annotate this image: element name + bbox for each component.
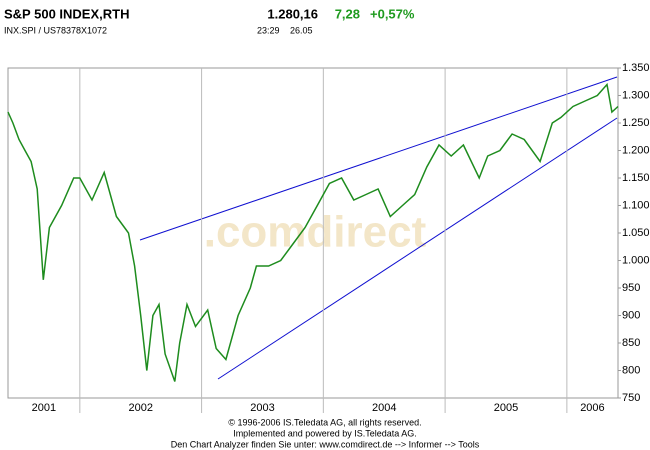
x-tick-label: 2001 bbox=[32, 402, 56, 414]
x-tick-label: 2002 bbox=[128, 402, 152, 414]
y-tick-label: 1.350 bbox=[622, 62, 650, 74]
footer-line: © 1996-2006 IS.Teledata AG, all rights r… bbox=[228, 417, 421, 427]
y-tick-label: 900 bbox=[622, 309, 640, 321]
price-line bbox=[7, 82, 619, 382]
watermark: .comdirect bbox=[204, 208, 427, 257]
footer-line: Den Chart Analyzer finden Sie unter: www… bbox=[171, 439, 480, 449]
change-pct: +0,57% bbox=[370, 6, 415, 21]
change: 7,28 bbox=[335, 6, 360, 21]
trend-line-lower bbox=[217, 117, 618, 380]
y-tick-label: 1.000 bbox=[622, 254, 650, 266]
date: 26.05 bbox=[290, 25, 313, 35]
y-tick-label: 1.150 bbox=[622, 172, 650, 184]
y-tick-label: 850 bbox=[622, 337, 640, 349]
trend-line-upper bbox=[139, 76, 618, 241]
isin: INX.SPI / US78378X1072 bbox=[4, 25, 107, 35]
x-tick-label: 2005 bbox=[494, 402, 518, 414]
time: 23:29 bbox=[257, 25, 280, 35]
footer-line: Implemented and powered by IS.Teledata A… bbox=[233, 428, 417, 438]
y-tick-label: 1.050 bbox=[622, 227, 650, 239]
y-tick-label: 1.300 bbox=[622, 89, 650, 101]
y-tick-label: 1.100 bbox=[622, 199, 650, 211]
title: S&P 500 INDEX,RTH bbox=[4, 6, 129, 21]
price: 1.280,16 bbox=[267, 6, 318, 21]
y-tick-label: 1.250 bbox=[622, 117, 650, 129]
y-tick-label: 800 bbox=[622, 364, 640, 376]
x-tick-label: 2004 bbox=[372, 402, 396, 414]
x-tick-label: 2006 bbox=[580, 402, 604, 414]
y-tick-label: 750 bbox=[622, 392, 640, 404]
x-tick-label: 2003 bbox=[250, 402, 274, 414]
y-tick-label: 1.200 bbox=[622, 144, 650, 156]
y-tick-label: 950 bbox=[622, 282, 640, 294]
